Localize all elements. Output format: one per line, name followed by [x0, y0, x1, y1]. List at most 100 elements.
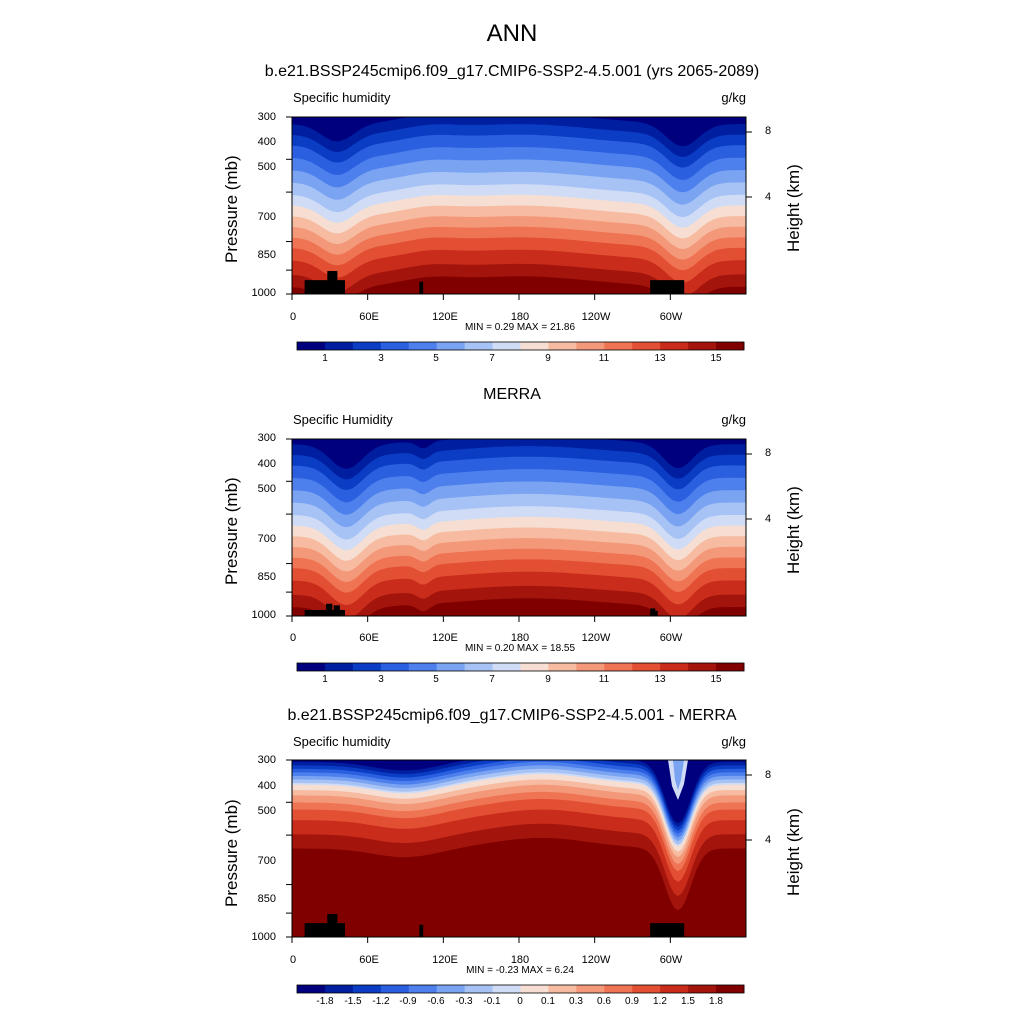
p2-ytick-700: 700	[257, 533, 276, 545]
cb3-swatch-1	[324, 985, 354, 993]
cb3-swatch-14	[688, 985, 717, 993]
cb2-swatch-11	[604, 663, 633, 671]
cb3-swatch-2	[352, 985, 382, 993]
p3-ytick-1000: 1000	[251, 931, 276, 943]
p3-xtick-180: 180	[510, 954, 530, 966]
panel2-terrain-4	[653, 610, 658, 616]
panel1-terrain-1	[327, 270, 338, 294]
cb3-swatch-4	[408, 985, 438, 993]
panel2-terrain-2	[333, 605, 340, 616]
cb2-swatch-13	[660, 663, 689, 671]
p2-xtick-180: 180	[510, 632, 530, 644]
p1-htick-4: 4	[765, 191, 772, 203]
cb3-swatch-13	[660, 985, 689, 993]
cb1-swatch-0	[297, 342, 326, 350]
p3-ytick-300: 300	[257, 754, 276, 766]
panel-3-minmax: MIN = -0.23 MAX = 6.24	[466, 965, 574, 976]
panel2-band-15	[292, 598, 746, 616]
cb2-swatch-14	[688, 663, 717, 671]
cb2-swatch-9	[548, 663, 577, 671]
cb1-label-3: 3	[378, 353, 384, 364]
panel3-terrain-2	[419, 924, 424, 937]
cb1-swatch-3	[380, 342, 410, 350]
main-title: ANN	[486, 20, 538, 47]
cb3-label-m0.1: -0.1	[483, 996, 501, 1007]
colorbar-1	[296, 341, 745, 351]
cb3-label-m0.6: -0.6	[427, 996, 445, 1007]
cb1-swatch-10	[576, 342, 605, 350]
panel1-terrain-3	[650, 280, 685, 294]
cb2-label-11: 11	[598, 674, 610, 685]
cb3-label-0.9: 0.9	[625, 996, 639, 1007]
panel1-band-15	[292, 276, 746, 294]
p2-xtick-120w: 120W	[581, 632, 611, 644]
cb1-swatch-6	[464, 342, 494, 350]
p2-xtick-0: 0	[289, 632, 297, 644]
panel2-terrain-3	[650, 608, 656, 616]
cb2-swatch-8	[520, 663, 549, 671]
cb2-swatch-4	[408, 663, 438, 671]
panel2-terrain-1	[326, 603, 333, 616]
cb3-label-0.1: 0.1	[541, 996, 555, 1007]
cb1-swatch-5	[436, 342, 466, 350]
panel3-terrain-3	[650, 923, 685, 937]
panel-2-minmax: MIN = 0.20 MAX = 18.55	[464, 643, 576, 654]
panel-1-minmax: MIN = 0.29 MAX = 21.86	[464, 322, 576, 333]
panel-3-title: b.e21.BSSP245cmip6.f09_g17.CMIP6-SSP2-4.…	[287, 707, 737, 724]
cb3-swatch-0	[297, 985, 326, 993]
cb1-label-1: 1	[322, 353, 328, 364]
p2-xtick-60w: 60W	[659, 632, 683, 644]
panel-1-units-label: g/kg	[721, 90, 746, 105]
panel-1-variable-label: Specific humidity	[293, 90, 391, 105]
p1-ytick-850: 850	[257, 249, 276, 261]
cb1-swatch-1	[324, 342, 354, 350]
cb3-label-m0.9: -0.9	[399, 996, 417, 1007]
p3-ytick-400: 400	[257, 780, 276, 792]
panel-1-contour-plot	[286, 116, 752, 300]
p3-ytick-500: 500	[257, 805, 276, 817]
panel3-band-15	[292, 837, 746, 937]
cb3-swatch-8	[520, 985, 549, 993]
cb3-label-0.3: 0.3	[569, 996, 583, 1007]
cb2-label-15: 15	[710, 674, 722, 685]
cb3-swatch-5	[436, 985, 466, 993]
p1-htick-8: 8	[765, 125, 772, 137]
p2-ytick-300: 300	[257, 432, 276, 444]
cb3-label-m1.8: -1.8	[316, 996, 334, 1007]
cb3-swatch-15	[716, 985, 745, 993]
cb3-label-m0.3: -0.3	[455, 996, 473, 1007]
p1-ytick-1000: 1000	[251, 287, 276, 299]
cb1-swatch-9	[548, 342, 577, 350]
cb1-swatch-14	[688, 342, 717, 350]
cb2-swatch-0	[297, 663, 326, 671]
cb1-label-9: 9	[545, 353, 551, 364]
cb3-label-1.8: 1.8	[709, 996, 723, 1007]
cb2-swatch-6	[464, 663, 494, 671]
panel-1-title: b.e21.BSSP245cmip6.f09_g17.CMIP6-SSP2-4.…	[264, 63, 760, 80]
cb3-swatch-10	[576, 985, 605, 993]
cb1-label-7: 7	[489, 353, 495, 364]
panel1-terrain-2	[419, 281, 424, 294]
p3-ytick-850: 850	[257, 893, 276, 905]
panel-2-title: MERRA	[483, 386, 541, 403]
cb3-swatch-6	[464, 985, 494, 993]
p1-xtick-60w: 60W	[659, 311, 683, 323]
p1-xtick-0: 0	[289, 311, 297, 323]
cb2-label-5: 5	[433, 674, 439, 685]
cb3-swatch-7	[492, 985, 521, 993]
p3-htick-8: 8	[765, 769, 772, 781]
cb3-label-0.6: 0.6	[597, 996, 611, 1007]
cb1-label-5: 5	[433, 353, 439, 364]
panel-3-variable-label: Specific humidity	[293, 734, 391, 749]
panel1-terrain-0	[304, 280, 345, 294]
cb3-swatch-9	[548, 985, 577, 993]
cb3-outline	[296, 984, 745, 994]
cb3-label-1.5: 1.5	[681, 996, 695, 1007]
cb2-swatch-3	[380, 663, 410, 671]
p3-xtick-0: 0	[289, 954, 297, 966]
cb1-swatch-13	[660, 342, 689, 350]
cb2-swatch-12	[632, 663, 661, 671]
cb2-label-9: 9	[545, 674, 551, 685]
cb1-outline	[296, 341, 745, 351]
